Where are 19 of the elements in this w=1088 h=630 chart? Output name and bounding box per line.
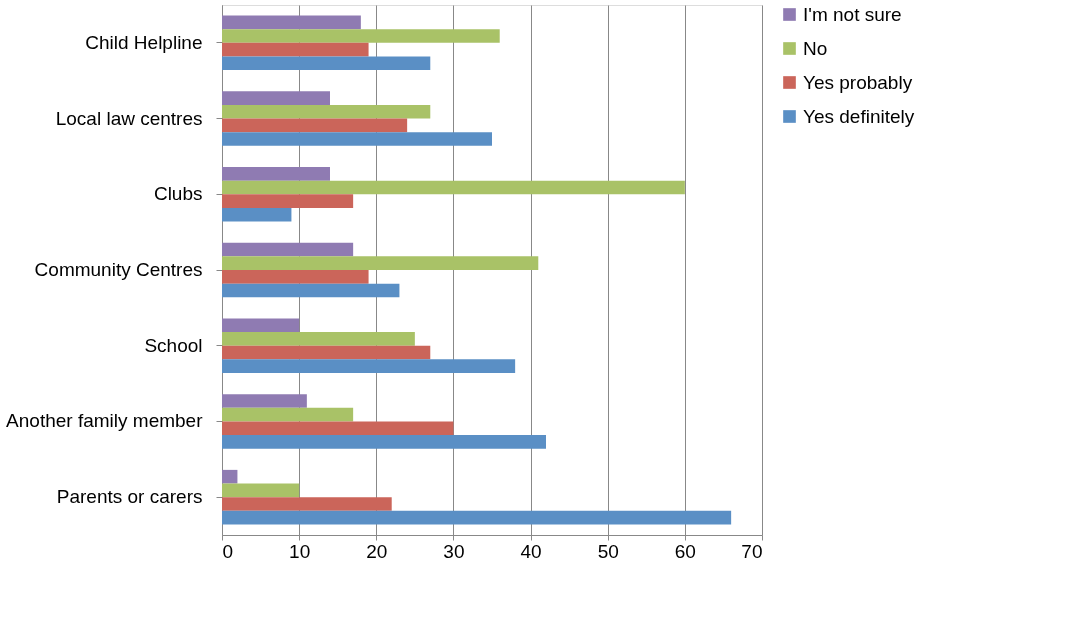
y-tick-label: Clubs [153, 183, 203, 205]
y-tick-label: Another family member [6, 410, 204, 432]
y-tick-label: School [144, 334, 203, 356]
x-tick-label: 0 [222, 540, 234, 562]
legend-label: No [803, 37, 828, 59]
legend-label: Yes probably [803, 71, 913, 93]
y-tick-label: Community Centres [34, 259, 203, 280]
y-tick-label: Parents or carers [56, 486, 203, 508]
x-tick-label: 70 [741, 540, 763, 562]
y-tick-label: Child Helpline [85, 31, 203, 53]
x-tick-label: 60 [674, 540, 696, 562]
legend-label: I'm not sure [803, 3, 902, 25]
y-tick-label: Local law centres [55, 107, 203, 129]
x-tick-label: 20 [366, 540, 388, 562]
legend-label: Yes definitely [803, 105, 915, 127]
x-tick-label: 40 [520, 540, 542, 562]
x-tick-label: 30 [443, 540, 465, 562]
x-tick-label: 10 [289, 540, 311, 562]
x-tick-label: 50 [597, 540, 619, 562]
